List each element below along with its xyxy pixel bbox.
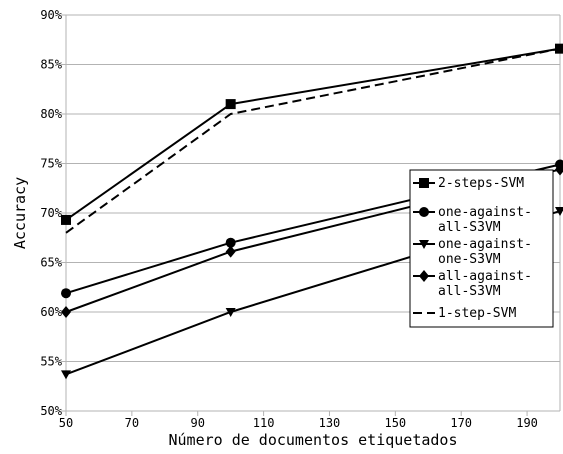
y-tick-label: 80% [40, 107, 62, 121]
x-tick-label: 110 [253, 416, 275, 430]
legend-label: 1-step-SVM [438, 306, 516, 321]
data-point [61, 288, 71, 299]
legend-marker [419, 240, 429, 249]
legend: 2-steps-SVMone-against-all-S3VMone-again… [409, 169, 554, 328]
legend-marker [419, 178, 429, 188]
legend-label-line: one-against- [438, 205, 532, 220]
y-tick-label: 55% [40, 355, 62, 369]
y-tick-label: 70% [40, 206, 62, 220]
y-tick-labels: 50% 55% 60% 65% 70% 75% 80% 85% 90% [40, 8, 62, 418]
y-axis-title: Accuracy [11, 177, 29, 249]
series-1-step-SVM [65, 47, 561, 234]
data-point [555, 163, 563, 176]
x-tick-labels: 50 70 90 110 130 150 170 190 [59, 416, 538, 430]
legend-marker [419, 207, 429, 217]
y-tick-label: 65% [40, 256, 62, 270]
legend-label-line: all-S3VM [438, 284, 501, 299]
legend-label: 2-steps-SVM [438, 176, 524, 191]
x-tick-label: 150 [384, 416, 406, 430]
legend-label: all-against-all-S3VM [438, 269, 532, 299]
legend-label-line: all-S3VM [438, 220, 501, 235]
y-tick-label: 75% [40, 157, 62, 171]
data-point [555, 207, 563, 217]
data-point [61, 306, 71, 318]
legend-label-line: all-against- [438, 269, 532, 284]
series-line [65, 47, 561, 234]
data-point [225, 245, 236, 258]
data-point [225, 99, 236, 110]
x-tick-label: 190 [516, 416, 538, 430]
legend-label: one-against-all-S3VM [438, 205, 532, 235]
y-tick-label: 60% [40, 305, 62, 319]
data-point [61, 214, 71, 225]
x-tick-label: 70 [125, 416, 139, 430]
y-tick-label: 90% [40, 8, 62, 22]
x-tick-label: 170 [450, 416, 472, 430]
x-axis-title: Número de documentos etiquetados [169, 431, 458, 449]
x-tick-label: 90 [191, 416, 205, 430]
legend-label-line: one-S3VM [438, 252, 501, 267]
data-point [225, 308, 236, 317]
y-tick-label: 50% [40, 404, 62, 418]
data-point [61, 370, 71, 380]
legend-label-line: 1-step-SVM [438, 306, 516, 321]
y-tick-label: 85% [40, 58, 62, 72]
legend-box [409, 169, 554, 328]
legend-label-line: 2-steps-SVM [438, 176, 524, 191]
legend-label-line: one-against- [438, 237, 532, 252]
legend-label: one-against-one-S3VM [438, 237, 532, 267]
data-point [225, 237, 236, 248]
legend-marker [419, 270, 429, 282]
x-tick-label: 130 [319, 416, 341, 430]
grid [66, 14, 560, 412]
x-tick-label: 50 [59, 416, 73, 430]
